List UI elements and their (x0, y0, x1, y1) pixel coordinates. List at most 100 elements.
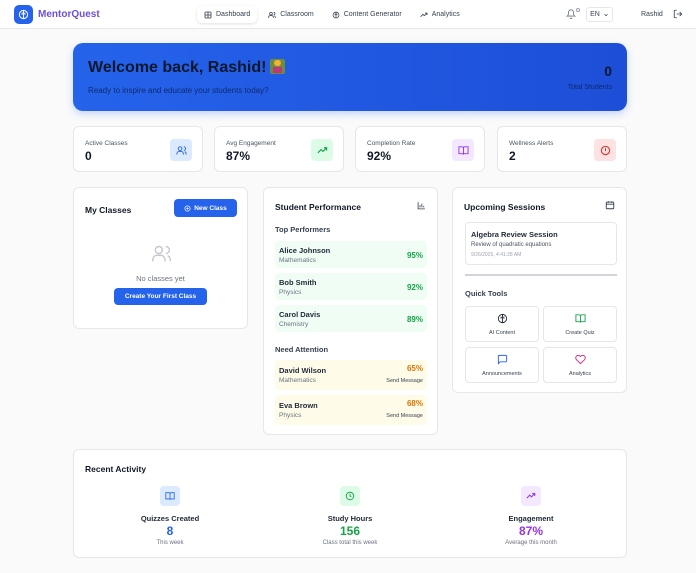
total-students-label: Total Students (567, 84, 612, 91)
send-message-link[interactable]: Send Message (386, 378, 423, 384)
nav-analytics[interactable]: Analytics (413, 6, 467, 23)
student-score: 95% (406, 251, 423, 260)
clock-icon (340, 486, 360, 506)
nav-label: Dashboard (216, 11, 251, 18)
stat-value: 87% (226, 149, 251, 163)
send-message-link[interactable]: Send Message (386, 413, 423, 419)
activity-value: 87% (518, 524, 544, 538)
user-name[interactable]: Rashid (641, 11, 663, 18)
attention-row[interactable]: David Wilson Mathematics 65% Send Messag… (275, 360, 427, 390)
tool-ai-content[interactable]: AI Content (465, 306, 539, 342)
top-performer-row[interactable]: Alice Johnson Mathematics 95% (275, 241, 427, 268)
student-score: 65% (406, 364, 423, 373)
activity-sub: Average this month (505, 540, 557, 546)
divider (465, 274, 617, 276)
nav-content-generator[interactable]: Content Generator (325, 6, 409, 23)
recent-activity-title: Recent Activity (85, 464, 147, 474)
top-performer-row[interactable]: Carol Davis Chemistry 89% (275, 305, 427, 332)
stat-label: Wellness Alerts (509, 140, 554, 147)
stat-label: Avg Engagement (226, 140, 276, 147)
student-name: Carol Davis (279, 310, 321, 319)
top-performer-row[interactable]: Bob Smith Physics 92% (275, 273, 427, 300)
activity-value: 8 (166, 524, 174, 538)
activity-title: Study Hours (327, 514, 373, 523)
plus-circle-icon (184, 205, 191, 211)
student-name: Bob Smith (279, 278, 317, 287)
stat-card-completion-rate: Completion Rate 92% (355, 126, 485, 172)
attention-row[interactable]: Eva Brown Physics 68% Send Message (275, 395, 427, 425)
top-navigation-bar: MentorQuest Dashboard Classroom Content … (0, 0, 696, 29)
activity-title: Quizzes Created (140, 514, 200, 523)
session-item[interactable]: Algebra Review Session Review of quadrat… (465, 222, 617, 265)
student-name: Alice Johnson (279, 246, 331, 255)
logo[interactable] (14, 5, 33, 24)
student-score: 89% (406, 315, 423, 324)
activity-value: 156 (339, 524, 361, 538)
session-description: Review of quadratic equations (471, 242, 552, 248)
session-datetime: 9/26/2025, 4:41:28 AM (471, 252, 522, 258)
trending-up-icon (420, 12, 428, 17)
student-subject: Chemistry (279, 321, 309, 328)
dashboard-icon (204, 11, 212, 18)
create-first-class-label: Create Your First Class (124, 293, 197, 300)
activity-sub: This week (156, 540, 184, 546)
chevron-down-icon (604, 13, 608, 16)
stat-card-wellness-alerts: Wellness Alerts 2 (497, 126, 627, 172)
language-select[interactable]: EN (586, 7, 613, 22)
welcome-text: Welcome back, Rashid! (88, 59, 267, 76)
my-classes-title: My Classes (85, 205, 132, 215)
activity-engagement: Engagement 87% Average this month (461, 486, 601, 546)
nav-label: Classroom (280, 11, 314, 18)
book-open-icon (575, 314, 586, 323)
empty-state-text: No classes yet (136, 274, 185, 283)
stat-card-active-classes: Active Classes 0 (73, 126, 203, 172)
tool-analytics[interactable]: Analytics (543, 347, 617, 383)
total-students-count: 0 (604, 63, 612, 79)
tool-announcements[interactable]: Announcements (465, 347, 539, 383)
recent-activity-card: Recent Activity Quizzes Created 8 This w… (73, 449, 627, 558)
tool-label: AI Content (489, 330, 515, 336)
stat-label: Completion Rate (367, 140, 416, 147)
users-icon (152, 245, 171, 262)
language-value: EN (590, 11, 600, 18)
activity-sub: Class total this week (322, 540, 378, 546)
activity-quizzes-created: Quizzes Created 8 This week (100, 486, 240, 546)
book-open-icon (160, 486, 180, 506)
stat-value: 92% (367, 149, 392, 163)
student-subject: Physics (279, 412, 302, 419)
brain-icon (497, 313, 508, 324)
new-class-label: New Class (194, 204, 227, 212)
tool-label: Analytics (568, 371, 591, 377)
student-performance-title: Student Performance (275, 202, 361, 212)
calendar-icon[interactable] (605, 200, 615, 210)
trending-up-icon (521, 486, 541, 506)
app-name[interactable]: MentorQuest (38, 9, 100, 20)
welcome-banner: Welcome back, Rashid! Ready to inspire a… (73, 43, 627, 111)
student-subject: Physics (279, 289, 302, 296)
nav-label: Analytics (431, 11, 460, 18)
nav-label: Content Generator (343, 11, 402, 18)
student-score: 92% (406, 283, 423, 292)
brain-icon (332, 11, 340, 18)
bar-chart-icon[interactable] (417, 201, 426, 210)
logout-icon[interactable] (673, 9, 683, 19)
bell-icon[interactable] (566, 9, 576, 19)
student-subject: Mathematics (279, 377, 316, 384)
stat-card-avg-engagement: Avg Engagement 87% (214, 126, 344, 172)
stat-value: 0 (85, 149, 92, 163)
tool-create-quiz[interactable]: Create Quiz (543, 306, 617, 342)
student-performance-card: Student Performance Top Performers Alice… (263, 187, 438, 435)
trending-up-icon (311, 139, 333, 161)
student-name: David Wilson (279, 366, 327, 375)
tool-label: Create Quiz (565, 330, 595, 336)
welcome-subtitle: Ready to inspire and educate your studen… (88, 86, 269, 95)
new-class-button[interactable]: New Class (174, 199, 237, 217)
session-title: Algebra Review Session (471, 230, 558, 239)
nav-classroom[interactable]: Classroom (261, 6, 320, 23)
stat-label: Active Classes (85, 140, 128, 147)
nav-dashboard[interactable]: Dashboard (197, 6, 258, 23)
create-first-class-button[interactable]: Create Your First Class (114, 288, 207, 305)
need-attention-label: Need Attention (275, 345, 329, 354)
heart-icon (575, 354, 586, 365)
upcoming-sessions-card: Upcoming Sessions Algebra Review Session… (452, 187, 627, 393)
